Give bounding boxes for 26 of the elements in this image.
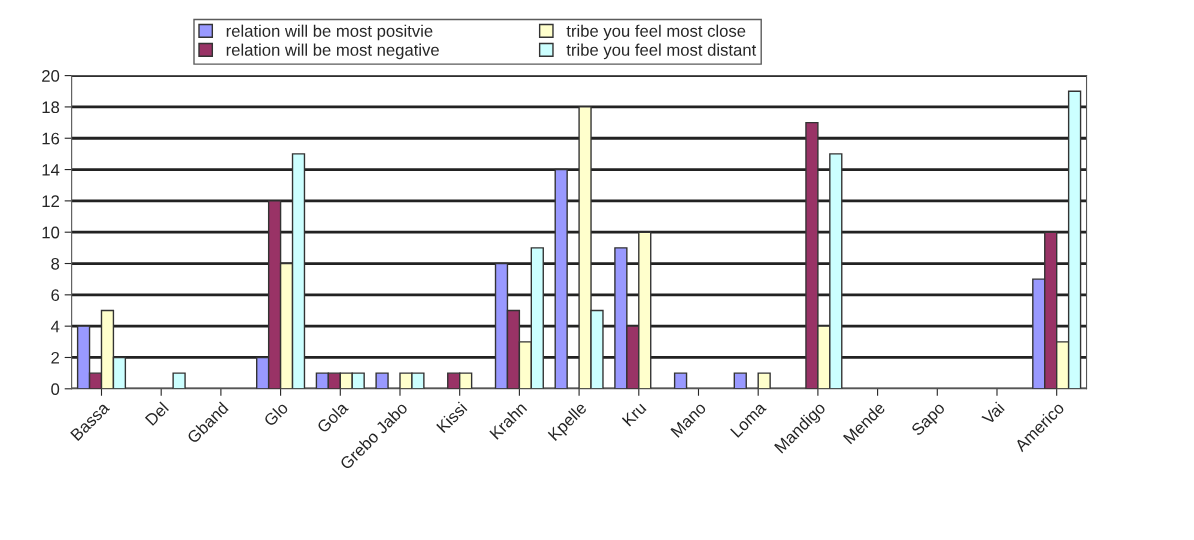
- legend-label: relation will be most negative: [226, 43, 439, 60]
- y-tick-label: 16: [42, 132, 60, 145]
- y-tick-label: 4: [50, 320, 60, 333]
- x-tick-label: Glo: [262, 401, 289, 428]
- bar: [673, 372, 688, 389]
- legend-label: tribe you feel most close: [566, 24, 746, 41]
- y-tick-label: 6: [51, 289, 60, 302]
- bar: [554, 168, 568, 389]
- legend-label: relation will be most positvie: [226, 24, 433, 41]
- y-tick-label: 0: [51, 383, 60, 395]
- y-tick-label: 2: [51, 351, 59, 364]
- y-tick-label: 18: [42, 101, 60, 114]
- x-tick-label: Gola: [315, 400, 349, 434]
- bar: [375, 372, 389, 389]
- y-tick-label: 12: [42, 195, 59, 207]
- y-tick-label: 14: [42, 164, 60, 176]
- y-tick-label: 20: [42, 70, 60, 82]
- y-tick-label: 8: [51, 257, 60, 270]
- legend-label: tribe you feel most distant: [566, 43, 757, 60]
- x-tick-label: Del: [144, 401, 170, 426]
- y-tick-label: 10: [42, 226, 60, 239]
- bar: [757, 372, 771, 389]
- bar: [733, 372, 747, 389]
- x-tick-label: Kru: [621, 401, 647, 427]
- x-tick-label: Vai: [980, 401, 1005, 426]
- bar: [172, 372, 186, 389]
